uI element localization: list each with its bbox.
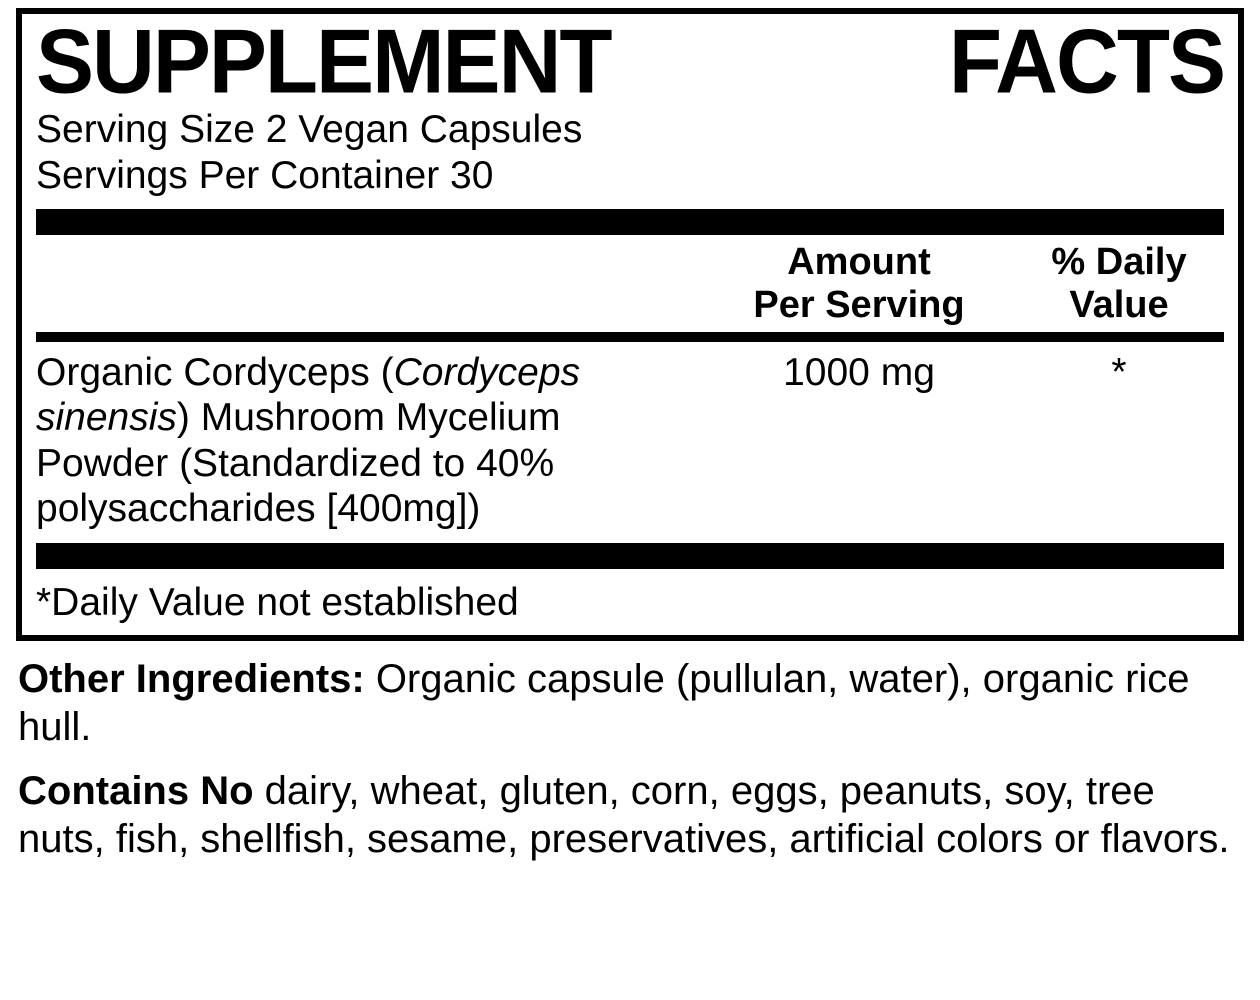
header-daily-value: % Daily Value xyxy=(1014,241,1224,326)
ingredient-name: Organic Cordyceps (Cordyceps sinensis) M… xyxy=(36,350,704,531)
contains-no: Contains No dairy, wheat, gluten, corn, … xyxy=(18,767,1242,863)
other-ingredients-label: Other Ingredients: xyxy=(18,657,365,701)
serving-info: Serving Size 2 Vegan Capsules Servings P… xyxy=(36,105,1224,209)
column-headers: Amount Per Serving % Daily Value xyxy=(36,241,1224,332)
servings-per-container: Servings Per Container 30 xyxy=(36,153,1224,199)
other-ingredients: Other Ingredients: Organic capsule (pull… xyxy=(18,655,1242,751)
divider-thick-2 xyxy=(36,543,1224,569)
contains-no-label: Contains No xyxy=(18,769,254,813)
below-panel-text: Other Ingredients: Organic capsule (pull… xyxy=(16,641,1244,863)
header-amount: Amount Per Serving xyxy=(704,241,1014,326)
panel-title: SUPPLEMENT FACTS xyxy=(36,12,1224,108)
dv-footnote: *Daily Value not established xyxy=(36,575,1224,627)
ingredient-dv: * xyxy=(1014,350,1224,531)
ingredient-amount: 1000 mg xyxy=(704,350,1014,531)
serving-size: Serving Size 2 Vegan Capsules xyxy=(36,107,1224,153)
supplement-facts-panel: SUPPLEMENT FACTS Serving Size 2 Vegan Ca… xyxy=(16,8,1244,641)
divider-thick-1 xyxy=(36,209,1224,235)
ingredient-row: Organic Cordyceps (Cordyceps sinensis) M… xyxy=(36,342,1224,543)
divider-med-1 xyxy=(36,332,1224,342)
